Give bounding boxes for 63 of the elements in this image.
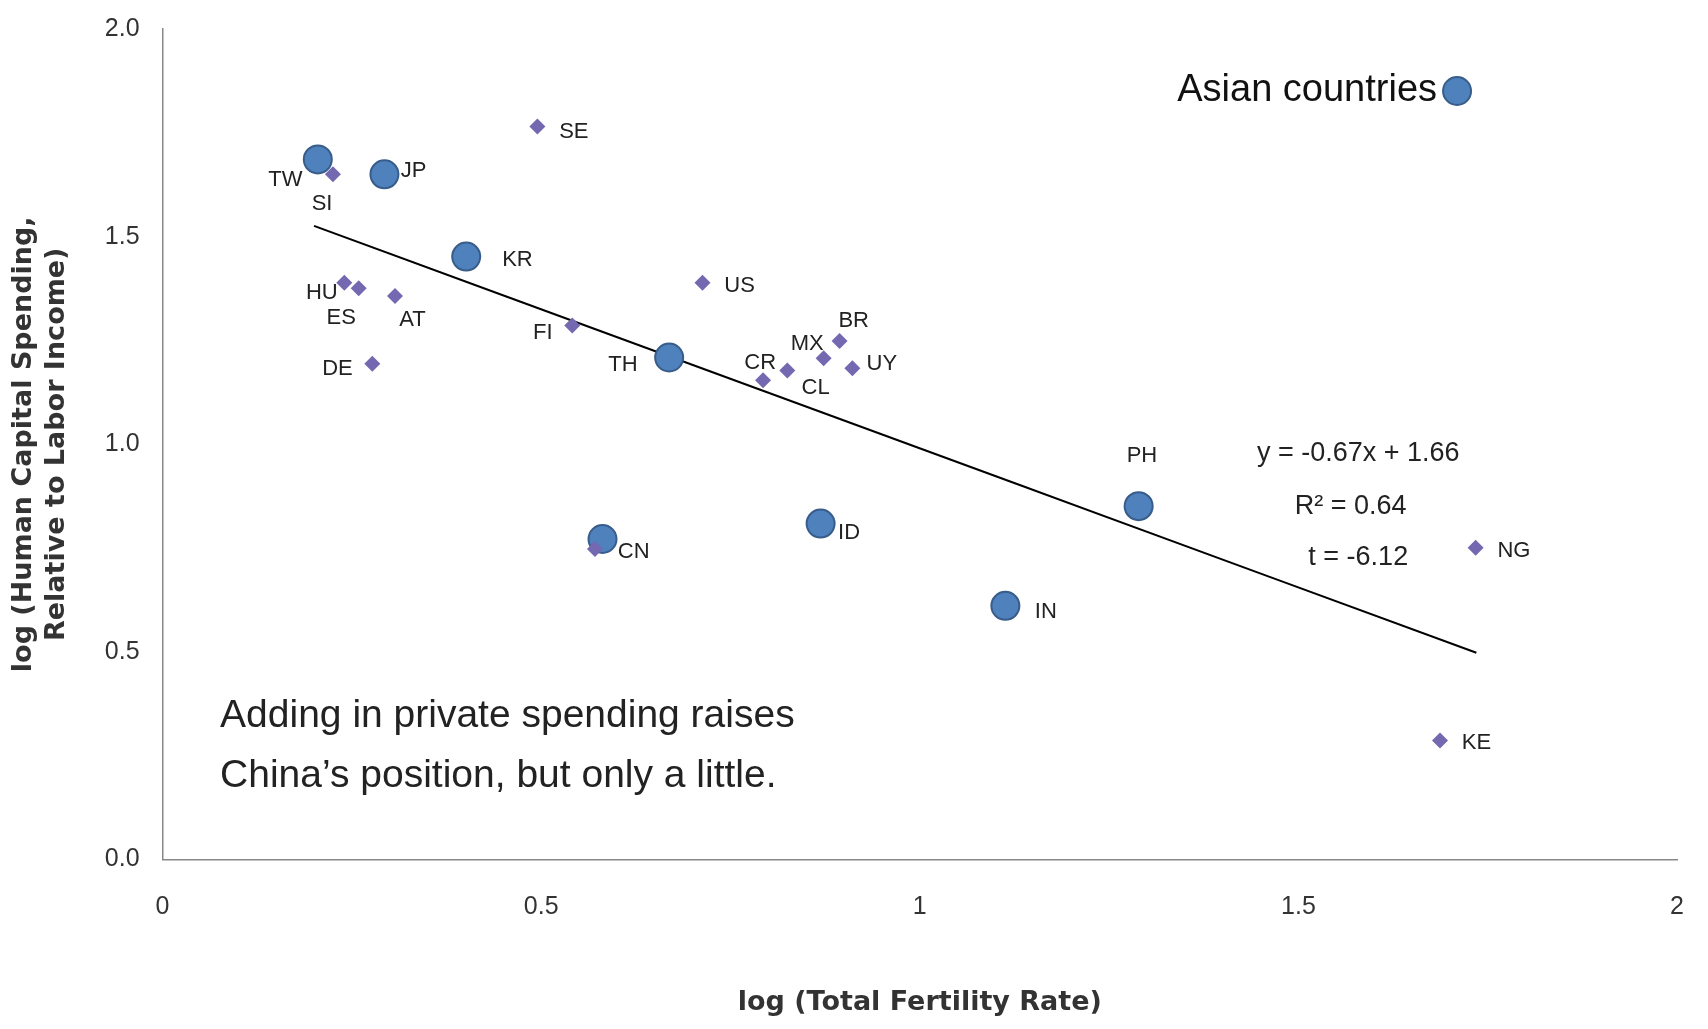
point — [586, 540, 603, 557]
annotation: CL — [801, 373, 830, 399]
point — [529, 118, 546, 135]
annotation: Adding in private spending raises China’s position, but only a little. — [220, 692, 795, 796]
annotation: TW — [268, 166, 303, 192]
annotation: AT — [399, 306, 426, 332]
annotation: ID — [838, 519, 861, 545]
annotation: KE — [1461, 728, 1492, 754]
point — [805, 508, 836, 539]
point — [350, 280, 367, 297]
point — [815, 350, 832, 367]
annotation: DE — [322, 355, 353, 381]
annotation: HU — [305, 278, 338, 304]
annotation: JP — [400, 157, 427, 183]
annotation: t = -6.12 — [1308, 541, 1409, 572]
point — [451, 241, 482, 272]
annotation: TH — [608, 351, 638, 377]
point — [779, 362, 796, 379]
x-tick-label: 0.5 — [523, 891, 559, 920]
point — [324, 166, 341, 183]
annotation: IN — [1034, 598, 1057, 624]
annotation: R² = 0.64 — [1294, 489, 1407, 520]
annotation: US — [724, 272, 755, 298]
point — [302, 144, 333, 175]
annotation: y = -0.67x + 1.66 — [1256, 437, 1460, 468]
point — [990, 590, 1021, 621]
y-tick-label: 0.5 — [104, 635, 140, 664]
point — [654, 342, 685, 373]
x-tick-label: 1 — [912, 891, 927, 920]
annotation: KR — [502, 245, 533, 271]
annotation: SE — [559, 118, 589, 144]
x-tick-label: 0 — [155, 891, 170, 920]
point — [564, 317, 581, 334]
annotation: SI — [311, 189, 333, 215]
annotation: MX — [790, 330, 824, 356]
point — [844, 360, 861, 377]
x-tick-label: 1.5 — [1281, 891, 1316, 920]
annotation: CN — [617, 538, 650, 564]
annotation: BR — [838, 307, 869, 333]
annotation: UY — [866, 350, 898, 375]
y-tick-label: 0.0 — [104, 843, 140, 872]
point — [831, 332, 848, 349]
x-axis-title: log (Total Fertility Rate) — [737, 984, 1102, 1016]
point — [755, 372, 772, 389]
legend-label: Asian countries — [1177, 67, 1438, 110]
x-tick-label: 2 — [1670, 891, 1684, 920]
annotation: ES — [326, 303, 356, 329]
point — [1467, 539, 1484, 556]
y-tick-label: 1.0 — [104, 428, 140, 457]
y-tick-label: 2.0 — [104, 12, 140, 41]
annotation: PH — [1126, 442, 1158, 468]
point — [364, 355, 381, 372]
annotation: NG — [1497, 537, 1531, 563]
annotation: FI — [533, 319, 553, 345]
point — [1123, 491, 1154, 522]
point — [369, 159, 400, 190]
point — [694, 274, 711, 291]
point — [387, 288, 404, 305]
y-axis-title: log (Human Capital Spending, Relative to Labor Income) — [6, 216, 70, 673]
point — [336, 274, 353, 291]
y-tick-label: 1.5 — [104, 220, 140, 249]
annotation: CR — [744, 348, 777, 374]
point — [1432, 732, 1449, 749]
